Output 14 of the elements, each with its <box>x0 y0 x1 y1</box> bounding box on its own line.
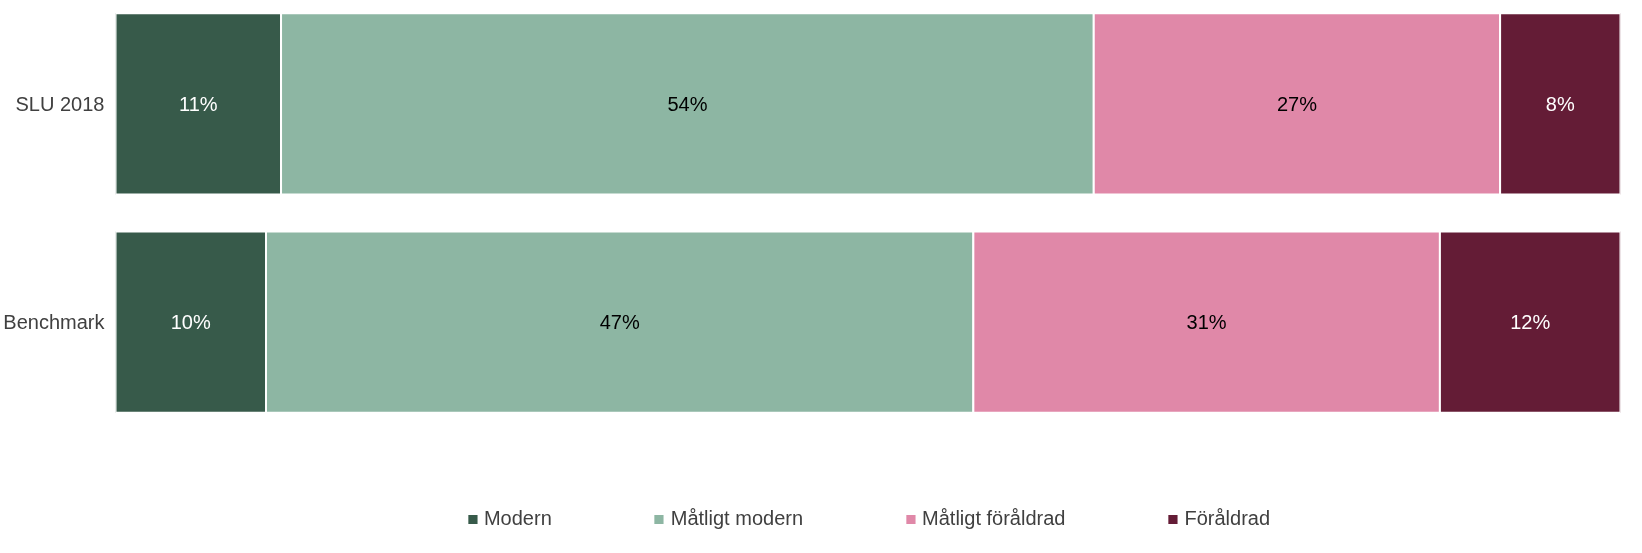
data-label: 31% <box>1186 311 1227 334</box>
data-label: 47% <box>599 311 640 334</box>
data-label: 10% <box>170 311 211 334</box>
data-label: 8% <box>1545 92 1575 115</box>
legend-label: Modern <box>483 507 552 530</box>
legend-label: Föråldrad <box>1184 507 1271 530</box>
y-tick-label: Benchmark <box>3 311 106 334</box>
data-label: 27% <box>1276 92 1318 115</box>
legend-label: Måtligt föråldrad <box>922 507 1066 530</box>
legend-label: Måtligt modern <box>670 507 804 530</box>
data-label: 11% <box>179 92 218 115</box>
y-tick-label: SLU 2018 <box>15 92 105 115</box>
data-label: 54% <box>667 92 708 115</box>
data-label: 12% <box>1510 311 1551 334</box>
